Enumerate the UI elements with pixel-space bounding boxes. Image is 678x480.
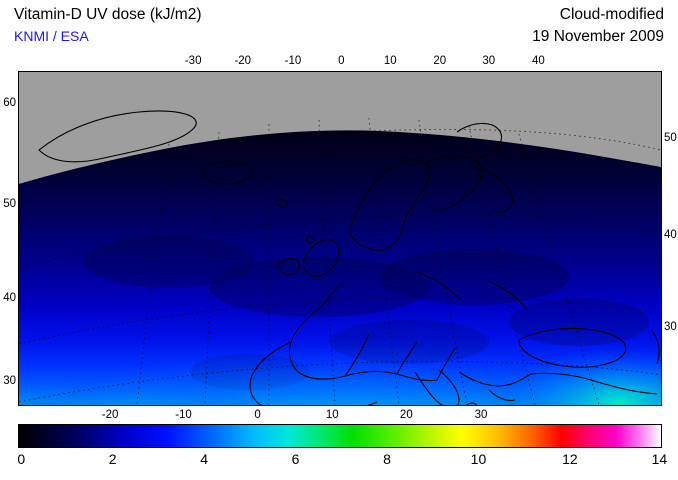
bottom-tick-label: 20 — [399, 409, 413, 421]
top-tick-label: 10 — [383, 55, 397, 67]
institute-label: KNMI / ESA — [14, 28, 89, 44]
colorbar-tick-label: 4 — [200, 451, 209, 467]
map-canvas — [19, 72, 661, 405]
top-axis-ticks: -30 -20 -10 0 10 20 30 40 — [18, 55, 662, 69]
colorbar-tick-label: 14 — [651, 451, 668, 467]
bottom-tick-label: 0 — [254, 409, 261, 421]
right-tick-label: 50 — [664, 132, 677, 144]
colorbar — [18, 424, 662, 448]
date-label: 19 November 2009 — [532, 28, 664, 45]
left-tick-label: 40 — [3, 292, 16, 305]
graticule — [19, 117, 661, 405]
colorbar-tick-label: 10 — [470, 451, 487, 467]
top-tick-label: 40 — [531, 55, 545, 67]
top-tick-label: -20 — [234, 55, 252, 67]
bottom-tick-label: -10 — [175, 409, 192, 421]
colorbar-tick-label: 6 — [291, 451, 300, 467]
bottom-tick-label: -20 — [101, 409, 119, 421]
bottom-tick-label: 30 — [474, 409, 488, 421]
left-tick-label: 30 — [3, 374, 16, 387]
page-title: Vitamin-D UV dose (kJ/m2) — [14, 6, 202, 23]
top-tick-label: -10 — [284, 55, 302, 67]
atlantic-bright-spot — [19, 372, 265, 405]
left-tick-label: 50 — [3, 197, 16, 210]
right-tick-label: 30 — [664, 321, 677, 334]
bottom-tick-label: 10 — [325, 409, 339, 421]
top-tick-label: -30 — [184, 55, 202, 67]
colorbar-tick-label: 8 — [383, 451, 391, 467]
left-tick-label: 60 — [3, 96, 16, 109]
top-tick-label: 0 — [338, 55, 345, 67]
colorbar-gradient — [19, 425, 661, 447]
colorbar-tick-label: 2 — [108, 451, 117, 467]
right-tick-label: 40 — [664, 229, 677, 242]
map-panel — [18, 71, 662, 406]
top-tick-label: 20 — [433, 55, 447, 67]
colorbar-tick-labels: 0 2 4 6 8 10 12 14 — [17, 451, 667, 469]
top-tick-label: 30 — [482, 55, 496, 67]
coastlines — [38, 110, 660, 405]
no-data-region — [19, 72, 661, 184]
mode-label: Cloud-modified — [559, 6, 664, 23]
colorbar-tick-label: 0 — [17, 451, 26, 467]
colorbar-tick-label: 12 — [562, 451, 578, 467]
